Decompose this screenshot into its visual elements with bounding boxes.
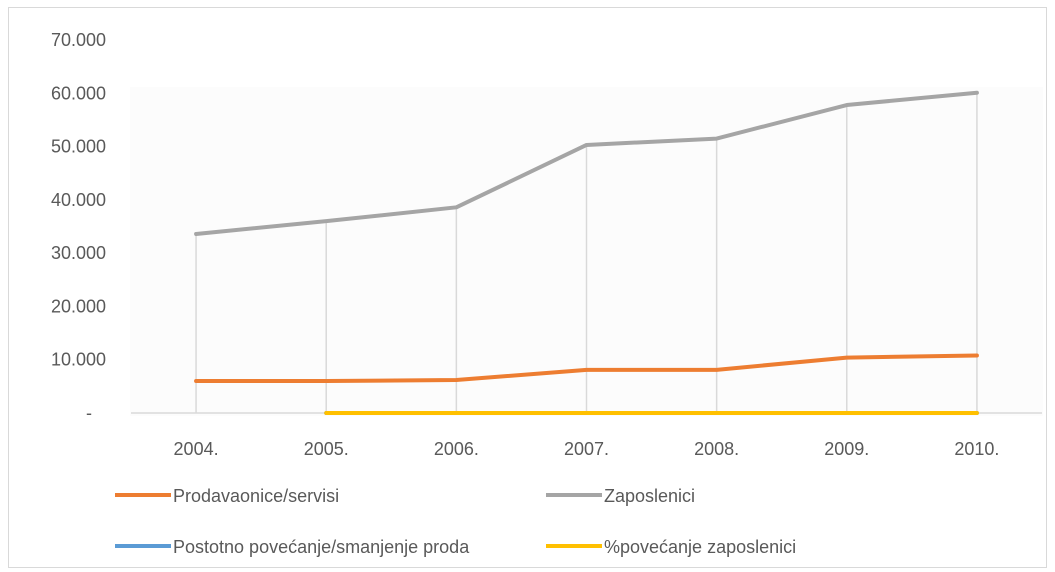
x-tick-label: 2008. bbox=[694, 439, 739, 459]
series-line bbox=[194, 353, 979, 384]
x-tick-label: 2010. bbox=[954, 439, 999, 459]
y-tick-label: 70.000 bbox=[51, 30, 106, 50]
x-tick-label: 2004. bbox=[174, 439, 219, 459]
legend-label: %povećanje zaposlenici bbox=[604, 537, 796, 557]
series-lines bbox=[194, 90, 979, 415]
series-line bbox=[194, 90, 979, 236]
legend: Prodavaonice/servisi Zaposlenici Postotno … bbox=[115, 486, 796, 557]
x-tick-label: 2005. bbox=[304, 439, 349, 459]
y-tick-label: 50.000 bbox=[51, 137, 106, 157]
x-tick-label: 2007. bbox=[564, 439, 609, 459]
y-tick-label: 20.000 bbox=[51, 296, 106, 316]
y-tick-label: - bbox=[86, 403, 92, 423]
axes: - 10.000 20.000 30.000 40.000 50.000 60.000 70.… bbox=[51, 30, 1042, 459]
y-tick-label: 30.000 bbox=[51, 243, 106, 263]
legend-label: Prodavaonice/servisi bbox=[173, 486, 339, 506]
y-tick-label: 10.000 bbox=[51, 350, 106, 370]
x-tick-label: 2009. bbox=[824, 439, 869, 459]
legend-label: Postotno povećanje/smanjenje proda bbox=[173, 537, 470, 557]
x-tick-label: 2006. bbox=[434, 439, 479, 459]
y-tick-label: 60.000 bbox=[51, 83, 106, 103]
legend-label: Zaposlenici bbox=[604, 486, 695, 506]
y-tick-label: 40.000 bbox=[51, 190, 106, 210]
